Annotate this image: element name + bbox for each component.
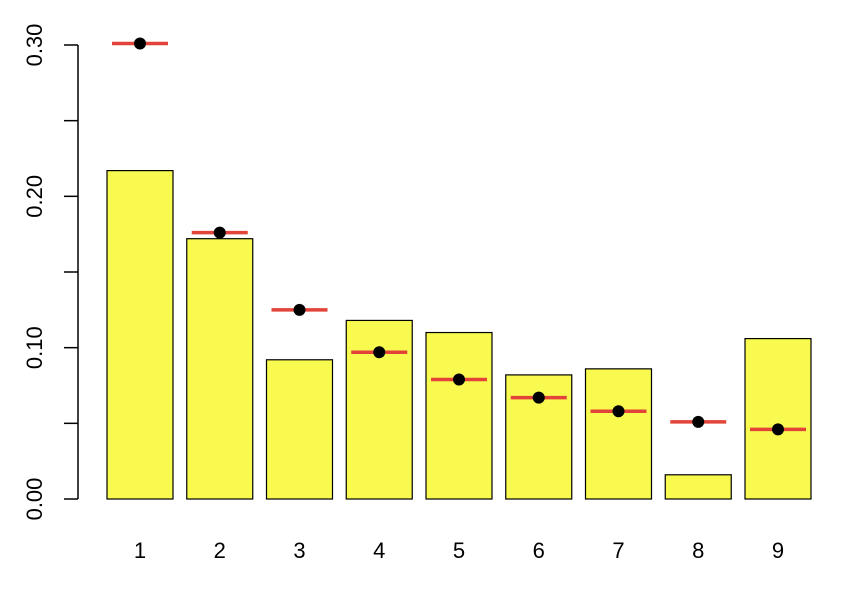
- point: [772, 423, 784, 436]
- x-tick-label: 1: [134, 538, 146, 563]
- y-tick-label: 0.30: [22, 24, 47, 67]
- point: [612, 405, 625, 418]
- bar: [106, 170, 174, 500]
- y-tick-label: 0.00: [22, 478, 47, 521]
- x-tick-label: 5: [453, 538, 465, 563]
- bar: [265, 359, 334, 500]
- point: [213, 226, 226, 239]
- x-tick-label: 2: [214, 538, 226, 563]
- bar: [744, 337, 812, 500]
- bar: [584, 368, 653, 500]
- x-tick-label: 6: [533, 538, 545, 563]
- y-tick-label: 0.20: [22, 175, 47, 218]
- x-tick-label: 7: [612, 538, 624, 563]
- bar: [186, 238, 254, 500]
- bar: [425, 331, 493, 500]
- point: [134, 37, 146, 50]
- point: [293, 303, 306, 316]
- point: [692, 415, 705, 428]
- x-tick-label: 8: [692, 538, 704, 563]
- x-tick-label: 9: [772, 538, 784, 563]
- x-tick-label: 4: [373, 538, 385, 563]
- y-tick-label: 0.10: [22, 326, 47, 369]
- x-tick-label: 3: [293, 538, 305, 563]
- point: [373, 346, 386, 359]
- point: [453, 373, 465, 386]
- point: [532, 391, 545, 404]
- bar: [664, 474, 732, 500]
